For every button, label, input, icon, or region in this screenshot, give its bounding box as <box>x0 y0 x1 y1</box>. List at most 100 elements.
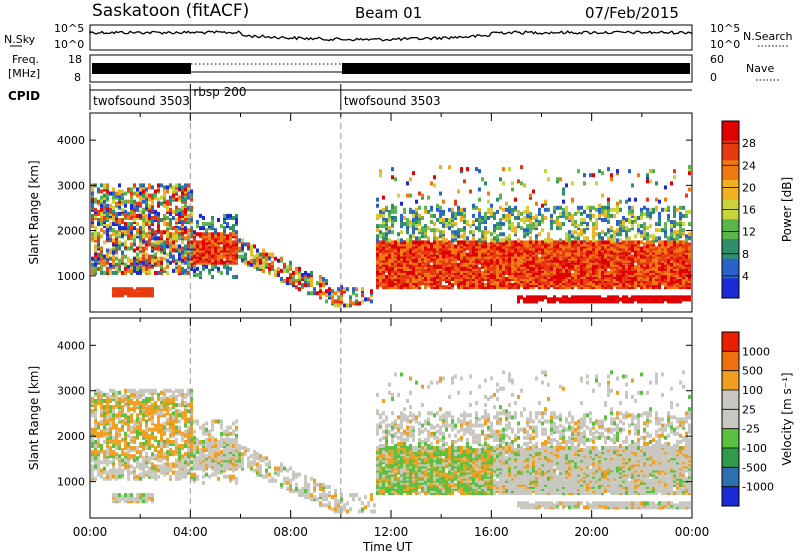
echo-cell <box>649 224 652 228</box>
echo-cell <box>184 183 187 187</box>
echo-cell <box>403 240 406 244</box>
echo-cell <box>379 240 382 244</box>
echo-cell <box>493 212 496 216</box>
echo-cell <box>457 234 460 238</box>
echo-cell <box>439 218 442 222</box>
echo-cell <box>613 214 616 218</box>
echo-cell <box>430 220 433 224</box>
echo-cell <box>133 289 136 293</box>
echo-cell <box>91 428 94 432</box>
echo-cell <box>106 444 109 448</box>
echo-cell <box>406 271 409 275</box>
echo-cell <box>649 299 652 303</box>
echo-cell <box>187 183 190 187</box>
echo-cell <box>616 238 619 242</box>
echo-cell <box>97 460 100 464</box>
echo-cell <box>448 259 451 263</box>
echo-cell <box>151 236 154 240</box>
echo-cell <box>391 210 394 214</box>
noise-right-label: N.Search <box>743 30 793 43</box>
cpid-label: CPID <box>8 89 40 103</box>
echo-cell <box>601 206 604 210</box>
echo-cell <box>124 413 127 417</box>
echo-cell <box>271 265 274 269</box>
echo-cell <box>544 216 547 220</box>
echo-cell <box>430 206 433 210</box>
echo-cell <box>397 238 400 242</box>
echo-cell <box>496 283 499 287</box>
echo-cell <box>133 393 136 397</box>
echo-cell <box>172 194 175 198</box>
echo-cell <box>433 175 436 179</box>
echo-cell <box>94 460 97 464</box>
echo-cell <box>544 169 547 173</box>
echo-cell <box>601 218 604 222</box>
echo-cell <box>94 399 97 403</box>
echo-cell <box>586 214 589 218</box>
echo-cell <box>421 261 424 265</box>
echo-cell <box>601 265 604 269</box>
echo-cell <box>595 226 598 230</box>
echo-cell <box>391 175 394 179</box>
echo-cell <box>184 269 187 273</box>
echo-cell <box>679 246 682 250</box>
echo-cell <box>118 240 121 244</box>
echo-cell <box>151 208 154 212</box>
echo-cell <box>529 194 532 198</box>
echo-cell <box>232 224 235 228</box>
echo-cell <box>307 291 310 295</box>
echo-cell <box>136 475 139 479</box>
echo-cell <box>667 275 670 279</box>
echo-cell <box>100 261 103 265</box>
echo-cell <box>148 183 151 187</box>
echo-cell <box>568 216 571 220</box>
echo-cell <box>148 214 151 218</box>
echo-cell <box>385 275 388 279</box>
echo-cell <box>169 183 172 187</box>
echo-cell <box>385 242 388 246</box>
echo-cell <box>475 240 478 244</box>
echo-cell <box>313 291 316 295</box>
echo-cell <box>334 299 337 303</box>
echo-cell <box>103 271 106 275</box>
echo-cell <box>121 208 124 212</box>
echo-cell <box>628 265 631 269</box>
echo-cell <box>577 224 580 228</box>
echo-cell <box>415 212 418 216</box>
echo-cell <box>418 192 421 196</box>
echo-cell <box>412 240 415 244</box>
echo-cell <box>511 226 514 230</box>
echo-cell <box>595 295 598 299</box>
echo-cell <box>256 267 259 271</box>
echo-cell <box>613 238 616 242</box>
echo-cell <box>445 222 448 226</box>
echo-cell <box>481 271 484 275</box>
echo-cell <box>460 281 463 285</box>
echo-cell <box>637 228 640 232</box>
echo-cell <box>109 395 112 399</box>
echo-cell <box>145 232 148 236</box>
echo-cell <box>382 208 385 212</box>
echo-cell <box>280 277 283 281</box>
echo-cell <box>625 200 628 204</box>
echo-cell <box>610 295 613 299</box>
echo-cell <box>184 257 187 261</box>
echo-cell <box>382 196 385 200</box>
echo-cell <box>121 190 124 194</box>
echo-cell <box>424 206 427 210</box>
echo-cell <box>289 261 292 265</box>
echo-cell <box>142 246 145 250</box>
echo-cell <box>235 242 238 246</box>
echo-cell <box>97 471 100 475</box>
echo-cell <box>193 242 196 246</box>
echo-cell <box>448 208 451 212</box>
echo-cell <box>175 259 178 263</box>
echo-cell <box>478 273 481 277</box>
echo-cell <box>112 458 115 462</box>
echo-cell <box>145 287 148 291</box>
echo-cell <box>388 269 391 273</box>
echo-cell <box>592 214 595 218</box>
freq-right-tick-low: 0 <box>710 71 717 84</box>
echo-cell <box>178 265 181 269</box>
echo-cell <box>577 259 580 263</box>
